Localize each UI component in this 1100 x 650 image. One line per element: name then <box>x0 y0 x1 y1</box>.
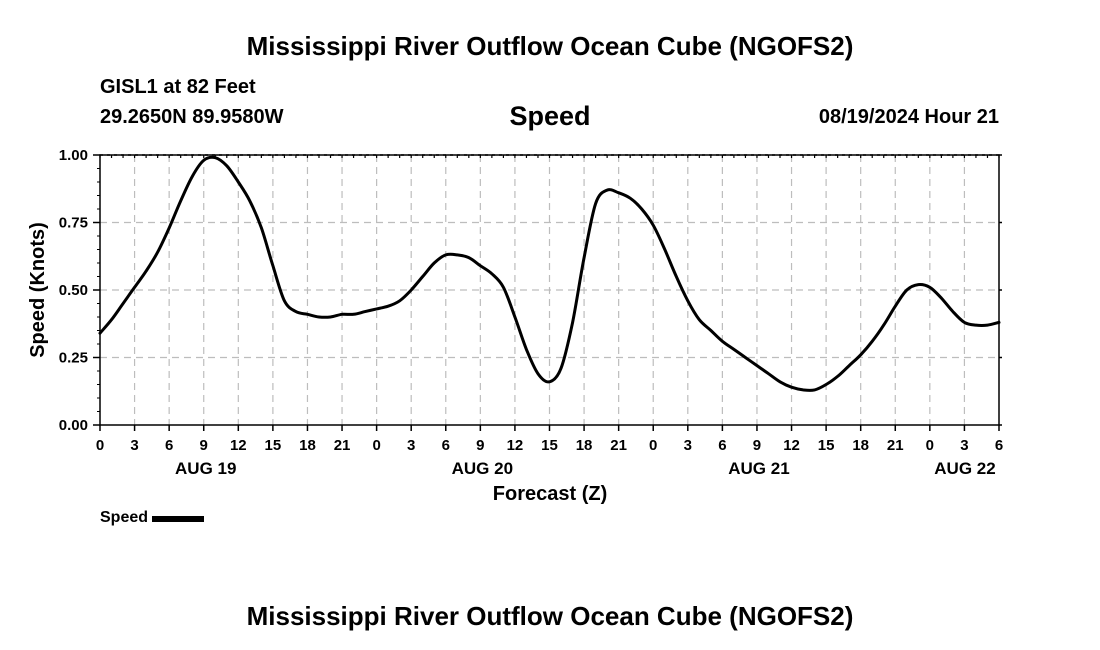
chart-legend: Speed <box>100 509 205 527</box>
variable-title: Speed <box>509 101 591 131</box>
x-tick-label: 0 <box>649 437 657 454</box>
forecast-datetime: 08/19/2024 Hour 21 <box>818 106 999 128</box>
x-tick-label: 12 <box>507 437 524 454</box>
y-tick-label: 0.50 <box>59 282 88 299</box>
x-tick-label: 9 <box>753 437 761 454</box>
x-tick-label: 12 <box>783 437 800 454</box>
x-tick-label: 15 <box>818 437 835 454</box>
x-tick-label: 21 <box>887 437 904 454</box>
y-tick-label: 0.25 <box>59 350 88 367</box>
station-name: GISL1 at 82 Feet <box>100 76 256 98</box>
x-tick-label: 0 <box>96 437 104 454</box>
station-coordinates: 29.2650N 89.9580W <box>100 106 284 128</box>
y-axis-label: Speed (Knots) <box>27 222 49 358</box>
legend-swatch-speed <box>152 516 205 522</box>
day-label: AUG 20 <box>452 459 513 478</box>
x-tick-label: 3 <box>130 437 138 454</box>
x-tick-label: 21 <box>334 437 351 454</box>
y-tick-label: 1.00 <box>59 147 88 164</box>
x-tick-label: 0 <box>372 437 380 454</box>
x-tick-label: 9 <box>476 437 484 454</box>
x-tick-label: 6 <box>718 437 726 454</box>
main-title: Mississippi River Outflow Ocean Cube (NG… <box>246 31 854 61</box>
legend-label-speed: Speed <box>100 509 149 526</box>
chart-grid <box>100 154 999 425</box>
x-tick-label: 18 <box>299 437 316 454</box>
day-label: AUG 21 <box>728 459 789 478</box>
day-label: AUG 19 <box>175 459 236 478</box>
x-tick-label: 0 <box>926 437 934 454</box>
x-tick-label: 6 <box>995 437 1003 454</box>
x-tick-label: 21 <box>610 437 627 454</box>
x-tick-label: 6 <box>165 437 173 454</box>
y-tick-label: 0.00 <box>59 417 88 434</box>
chart-ticks <box>93 154 1002 431</box>
footer-title: Mississippi River Outflow Ocean Cube (NG… <box>246 601 854 631</box>
y-tick-label: 0.75 <box>59 215 88 232</box>
day-label: AUG 22 <box>934 459 995 478</box>
x-tick-label: 15 <box>541 437 558 454</box>
x-tick-label: 18 <box>852 437 869 454</box>
x-tick-label: 3 <box>407 437 415 454</box>
series-line-speed <box>98 155 1001 392</box>
x-tick-label: 3 <box>684 437 692 454</box>
chart-tick-labels: 0 3 6 9 12 15 18 21 0 3 6 9 12 15 18 21 0 3 6 9 12 15 18 21 0 3 6A… <box>59 147 1003 478</box>
x-tick-label: 15 <box>265 437 282 454</box>
x-tick-label: 3 <box>960 437 968 454</box>
x-tick-label: 18 <box>576 437 593 454</box>
x-tick-label: 12 <box>230 437 247 454</box>
x-axis-label: Forecast (Z) <box>493 483 607 505</box>
x-tick-label: 9 <box>200 437 208 454</box>
x-tick-label: 6 <box>442 437 450 454</box>
